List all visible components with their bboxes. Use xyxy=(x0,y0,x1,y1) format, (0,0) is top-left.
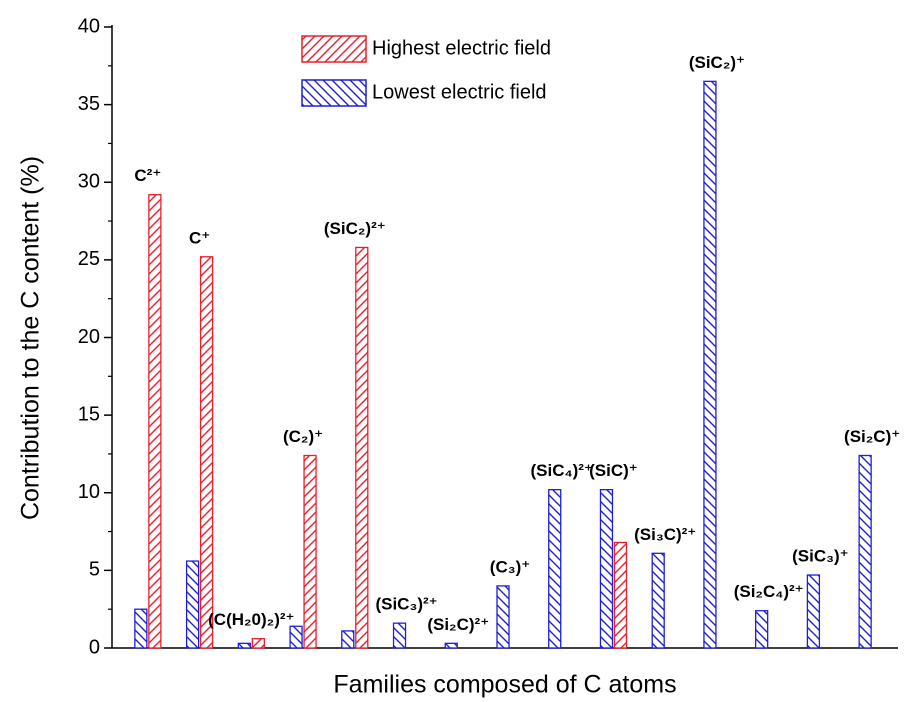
category-label: C⁺ xyxy=(189,228,210,247)
y-tick-label: 25 xyxy=(78,248,100,270)
y-tick-label: 15 xyxy=(78,403,100,425)
bar xyxy=(355,246,369,649)
bar xyxy=(613,541,628,649)
bar xyxy=(134,608,148,649)
bar xyxy=(185,560,200,649)
y-axis-title: Contribution to the C content (%) xyxy=(17,156,45,520)
bar xyxy=(755,610,769,649)
category-label: (Si₂C)²⁺ xyxy=(427,615,489,634)
bar xyxy=(703,80,717,649)
x-axis-title: Families composed of C atoms xyxy=(333,671,676,699)
bar xyxy=(148,194,162,649)
category-label: (SiC₂)⁺ xyxy=(689,53,745,72)
category-label: (C(H₂0)₂)²⁺ xyxy=(208,610,294,629)
y-tick-label: 30 xyxy=(78,171,100,193)
legend-swatch xyxy=(301,35,367,63)
bar xyxy=(858,454,872,649)
bar xyxy=(199,256,214,649)
category-label: (SiC₄)²⁺ xyxy=(531,461,593,480)
category-label: (Si₂C₄)²⁺ xyxy=(734,582,804,601)
bar xyxy=(548,488,562,649)
category-label: (SiC₂)²⁺ xyxy=(324,219,386,238)
y-tick-label: 40 xyxy=(78,15,100,37)
y-tick-label: 0 xyxy=(89,636,100,658)
y-tick-label: 35 xyxy=(78,93,100,115)
bar xyxy=(496,585,510,649)
category-label: (SiC₃)⁺ xyxy=(792,547,849,566)
category-label: (Si₃C)²⁺ xyxy=(634,525,696,544)
category-label: (SiC)⁺ xyxy=(589,461,638,480)
bar xyxy=(651,552,665,649)
bar xyxy=(251,638,265,649)
legend-label: Lowest electric field xyxy=(372,81,547,103)
category-label: C²⁺ xyxy=(134,166,161,185)
legend-swatch xyxy=(301,79,367,107)
bar xyxy=(289,625,303,649)
bar xyxy=(806,574,821,649)
bar xyxy=(392,622,407,649)
y-tick-label: 20 xyxy=(78,326,100,348)
bar xyxy=(599,488,614,649)
y-tick-label: 5 xyxy=(89,559,100,581)
category-label: (C₃)⁺ xyxy=(490,557,530,576)
legend-label: Highest electric field xyxy=(372,37,551,59)
bar xyxy=(444,642,458,649)
bar xyxy=(303,454,317,649)
bar xyxy=(341,630,355,649)
category-label: (C₂)⁺ xyxy=(283,427,323,446)
y-tick-label: 10 xyxy=(78,481,100,503)
bar xyxy=(237,642,251,649)
category-label: (Si₂C)⁺ xyxy=(844,427,900,446)
category-label: (SiC₃)²⁺ xyxy=(375,595,437,614)
